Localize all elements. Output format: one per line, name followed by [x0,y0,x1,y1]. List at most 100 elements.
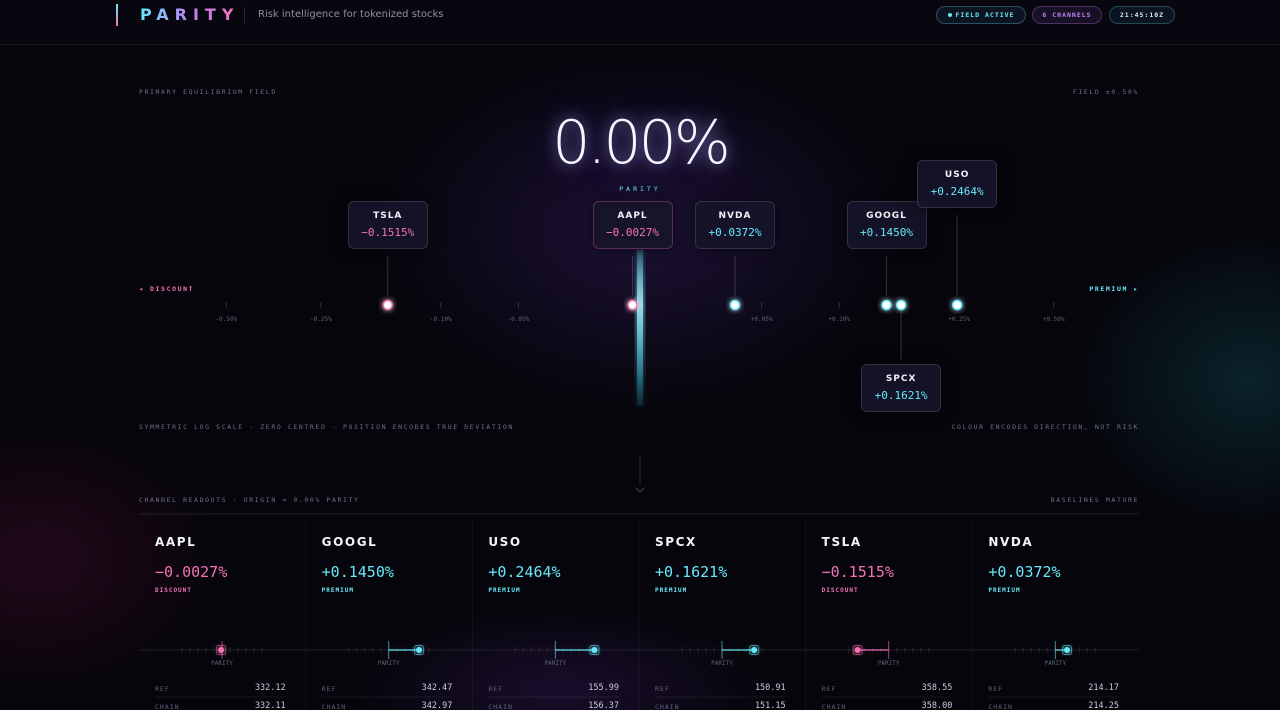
scroll-hint [635,487,645,493]
deviation-dot [416,647,423,653]
deviation-dot [591,647,598,653]
card-value: −0.0027% [606,226,660,239]
channel-marker [382,299,394,311]
parity-label: PARITY [211,660,233,667]
channel-marker [627,299,638,311]
chain-label: CHAIN [655,703,680,710]
card-value: +0.2464% [930,185,984,198]
chain-value: 332.11 [254,701,286,710]
tick-label: +0.05% [751,316,773,323]
channel-marker [895,299,907,311]
premium-label: PREMIUM ▸ [1089,285,1139,293]
chain-label: CHAIN [821,703,847,710]
ref-label: REF [988,685,1004,693]
tagline: Risk intelligence for tokenized stocks [258,9,444,20]
tick-label: +0.10% [828,316,850,323]
readout-ticker: GOOGL [321,535,378,549]
ref-value: 332.12 [254,683,286,693]
center-label: PARITY [619,185,661,193]
parity-label: PARITY [711,660,733,667]
section-title: CHANNEL READOUTS · ORIGIN = 0.00% PARITY [139,496,360,504]
top-bar [0,0,1280,45]
ref-label: REF [321,685,337,693]
readout-status: DISCOUNT [821,587,859,594]
readout-status: PREMIUM [321,587,354,594]
status-dot [947,13,952,17]
logo: PARITY [140,5,240,24]
readout-value: +0.1450% [321,563,394,581]
tick-label: -0.05% [508,316,530,323]
status-text: FIELD ACTIVE [955,11,1015,19]
tick-label: -0.50% [215,316,237,323]
ref-label: REF [488,685,504,693]
channel-card: SPCX +0.1621% [861,364,942,412]
channel-marker [881,299,892,311]
deviation-halo [1062,645,1073,655]
card-ticker: TSLA [373,211,403,221]
deviation-dot [751,647,758,653]
readout-status: DISCOUNT [155,587,192,594]
parity-beam [637,250,643,406]
deviation-halo [749,645,760,655]
readout-status: PREMIUM [655,587,688,594]
separator [244,7,245,23]
ref-label: REF [155,685,170,693]
deviation-halo [414,645,425,655]
card-value: −0.1515% [361,226,415,239]
footnote: COLOUR ENCODES DIRECTION, NOT RISK [951,423,1139,431]
readout-ticker: AAPL [155,535,197,549]
readouts-status: BASELINES MATURE [1050,496,1139,504]
readout-ticker: NVDA [988,535,1034,549]
chain-value: 214.25 [1088,701,1119,710]
readout-value: −0.0027% [155,563,228,581]
ref-label: REF [821,685,837,693]
deviation-halo [589,645,600,655]
channel-card: TSLA −0.1515% [347,201,428,249]
card-value: +0.1450% [860,226,913,239]
status-pill: 6 CHANNELS [1032,6,1102,24]
chain-label: CHAIN [988,703,1013,710]
parity-label: PARITY [1044,660,1066,667]
tick-label: +0.25% [948,316,970,323]
footnote: SYMMETRIC LOG SCALE · ZERO CENTRED · POS… [139,423,514,431]
logo-mark [116,4,118,26]
deviation-dot [218,647,225,653]
readout-value: +0.2464% [488,563,561,581]
ref-value: 342.47 [421,683,453,693]
chain-value: 151.15 [754,701,786,710]
deviation-dot [1064,647,1071,653]
parity-label: PARITY [878,660,900,667]
chain-label: CHAIN [155,703,180,710]
card-value: +0.1621% [874,389,928,402]
center-value: 0.00% [552,108,731,178]
tick-label: -0.10% [430,316,452,323]
readout-ticker: USO [488,535,522,549]
parity-label: PARITY [544,660,566,667]
card-ticker: GOOGL [866,211,907,221]
channel-card: NVDA +0.0372% [694,201,775,249]
channel-marker [951,299,963,311]
card-ticker: SPCX [885,374,917,384]
channel-card: GOOGL +0.1450% [846,201,927,249]
channel-card: USO +0.2464% [917,160,998,208]
readout-value: +0.1621% [655,563,728,581]
tick-label: -0.25% [310,316,332,323]
channel-card: AAPL −0.0027% [592,201,673,249]
chain-value: 358.00 [921,701,953,710]
card-ticker: NVDA [718,211,752,221]
channel-marker [729,299,741,311]
card-ticker: USO [944,170,970,180]
chain-label: CHAIN [488,703,513,710]
readout-value: +0.0372% [988,563,1061,581]
ref-label: REF [655,685,670,693]
deviation-dot [854,647,861,653]
discount-label: ◂ DISCOUNT [139,285,195,293]
section-title: PRIMARY EQUILIBRIUM FIELD [139,88,277,96]
card-ticker: AAPL [617,211,648,221]
ref-value: 150.91 [754,683,786,693]
readout-ticker: TSLA [821,535,862,549]
chain-label: CHAIN [321,703,347,710]
ref-value: 155.99 [588,683,619,693]
